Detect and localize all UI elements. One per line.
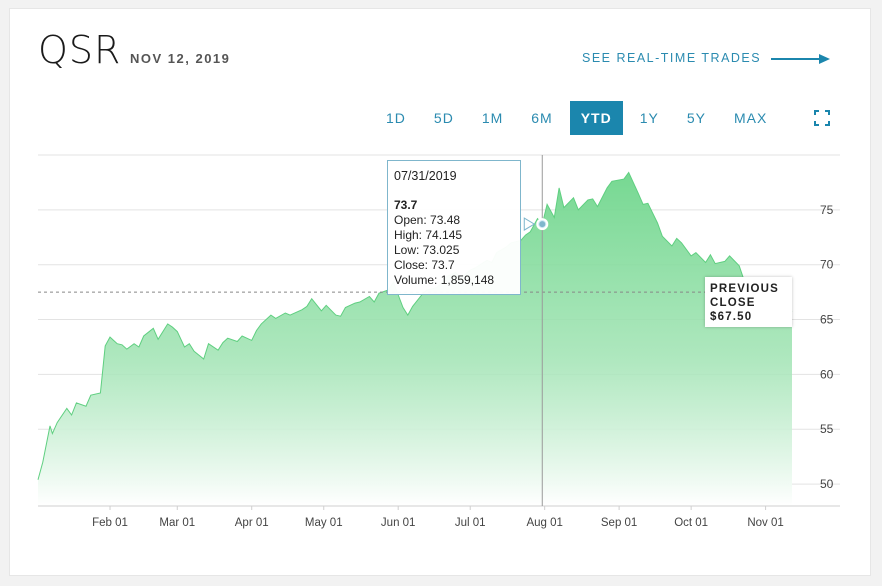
x-tick-label: Nov 01 [747,517,783,529]
arrow-right-icon[interactable] [771,52,831,66]
tooltip-close: Close: 73.7 [394,258,455,272]
tooltip-open: Open: 73.48 [394,213,461,227]
range-button-1y[interactable]: 1Y [639,110,659,126]
price-line [37,171,793,480]
hover-tooltip: 07/31/2019 73.7 Open: 73.48 High: 74.145… [387,160,521,295]
y-tick-label: 65 [820,313,834,327]
x-tick-label: Apr 01 [235,517,269,529]
range-button-1m[interactable]: 1M [481,110,504,126]
range-button-5d[interactable]: 5D [433,110,454,126]
tooltip-volume: Volume: 1,859,148 [394,273,495,287]
range-button-max[interactable]: MAX [733,110,768,126]
previous-close-line2: CLOSE [710,297,756,309]
x-tick-label: May 01 [305,517,343,529]
y-tick-label: 70 [820,258,834,272]
realtime-trades-link[interactable]: SEE REAL-TIME TRADES [582,51,762,65]
range-button-ytd[interactable]: YTD [569,101,623,135]
tooltip-value: 73.7 [394,198,418,212]
x-tick-label: Aug 01 [526,517,562,529]
tooltip-pointer [523,217,536,231]
x-tick-label: Feb 01 [92,517,128,529]
range-button-5y[interactable]: 5Y [686,110,706,126]
x-tick-label: Jun 01 [381,517,416,529]
x-tick-label: Jul 01 [455,517,486,529]
expand-icon[interactable] [814,110,830,126]
x-tick-label: Mar 01 [159,517,195,529]
tooltip-high: High: 74.145 [394,228,463,242]
previous-close-line1: PREVIOUS [710,283,780,295]
quote-date: NOV 12, 2019 [130,51,231,66]
price-area[interactable] [38,172,792,507]
x-tick-label: Sep 01 [601,517,637,529]
y-tick-label: 75 [820,203,834,217]
tooltip-date: 07/31/2019 [394,169,457,183]
y-tick-label: 55 [820,422,834,436]
previous-close-label: PREVIOUS CLOSE $67.50 [705,277,792,327]
y-tick-label: 50 [820,477,834,491]
x-tick-label: Oct 01 [674,517,708,529]
range-button-1d[interactable]: 1D [386,110,406,126]
tooltip-low: Low: 73.025 [394,243,460,257]
range-selector: 1D 5D 1M 6M YTD 1Y 5Y MAX [375,101,784,135]
hover-marker-dot [539,221,546,228]
previous-close-value: $67.50 [710,311,753,323]
ticker-symbol: QSR [38,28,122,72]
range-button-6m[interactable]: 6M [531,110,553,126]
y-tick-label: 60 [820,367,834,381]
